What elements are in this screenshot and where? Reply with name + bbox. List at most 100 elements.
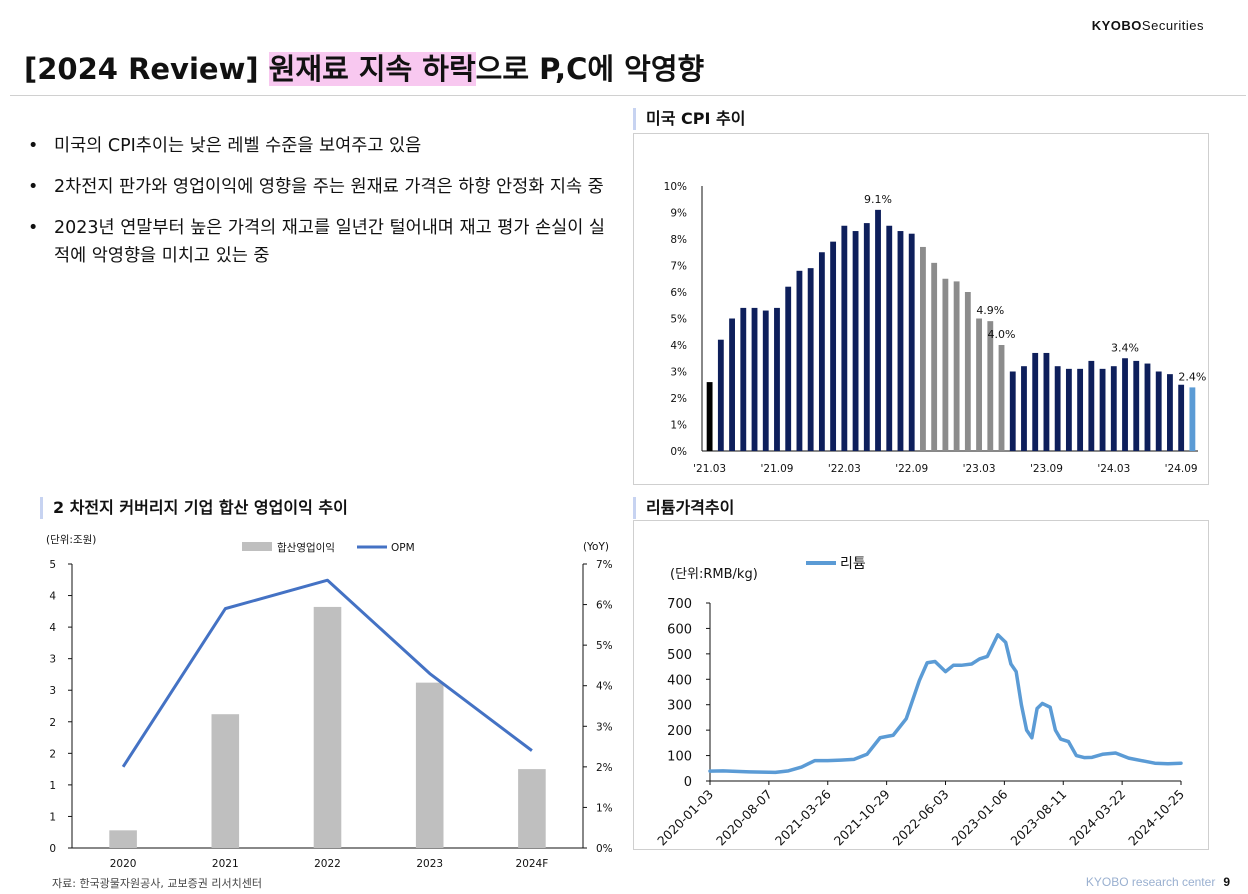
y-tick-label: 5% [670,314,687,326]
cpi-bar [964,292,971,451]
bullet-item: 2023년 연말부터 높은 가격의 재고를 일년간 털어내며 재고 평가 손실이… [26,214,606,270]
cpi-bar [908,233,915,451]
legend-label: 리튬 [840,556,866,572]
brand-logo: KYOBOSecurities [1092,18,1204,33]
cpi-bar [1133,360,1140,451]
y-tick-label: 100 [667,750,692,765]
x-tick-label: 2024F [516,858,549,870]
cpi-bar [931,262,938,451]
operating-profit-bar [211,714,240,848]
cpi-bar [875,209,881,451]
data-label: 9.1% [864,193,892,206]
cpi-bar [863,223,870,451]
cpi-bar [852,231,859,451]
cpi-bar [920,246,926,451]
right-tick-label: 5% [596,640,613,652]
data-label: 4.0% [988,328,1016,341]
brand-rest: Securities [1141,18,1204,33]
page-number: 9 [1223,875,1230,889]
cpi-bar [1043,352,1050,451]
data-label: 4.9% [976,304,1004,317]
bullet-item: 2차전지 판가와 영업이익에 영향을 주는 원재료 가격은 하향 안정화 지속 … [26,173,606,201]
right-tick-label: 1% [596,802,613,814]
cpi-bar [886,225,893,451]
cpi-bar [740,307,747,451]
brand-bold: KYOBO [1091,18,1142,33]
left-tick-label: 1 [49,780,56,792]
data-label: 2.4% [1178,370,1206,383]
cpi-bar [830,241,837,451]
x-tick-label: 2024-10-25 [1125,787,1187,849]
operating-profit-bar [109,830,137,848]
cpi-bar [729,318,735,451]
y-tick-label: 500 [667,648,692,663]
operating-profit-bar [415,682,444,848]
cpi-bar [807,268,814,451]
y-tick-label: 2% [670,393,687,405]
operating-profit-bar [518,769,546,848]
lithium-section-title: 리튬가격추이 [633,497,734,519]
x-tick-label: '22.09 [895,463,928,475]
lithium-price-line [708,633,1183,775]
x-tick-label: 2022 [314,858,341,870]
cpi-bar [841,225,848,451]
title-highlight: 원재료 지속 하락 [268,52,476,86]
y-tick-label: 4% [670,340,687,352]
right-tick-label: 3% [596,721,613,733]
right-tick-label: 4% [596,681,613,693]
x-tick-label: 2023-01-06 [949,786,1011,848]
cpi-bar [1077,368,1084,451]
cpi-bar [1099,368,1106,451]
left-unit-label: (단위:조원) [46,533,96,546]
x-tick-label: 2020 [110,858,137,870]
opm-line [121,578,533,768]
left-tick-label: 1 [49,811,56,823]
left-tick-label: 3 [49,654,56,666]
bullet-item: 미국의 CPI추이는 낮은 레벨 수준을 보여주고 있음 [26,132,606,160]
cpi-bar [1021,366,1027,451]
right-tick-label: 2% [596,762,613,774]
cpi-bar [717,339,724,451]
legend-bar-label: 합산영업이익 [277,541,335,554]
title-prefix: [2024 Review] [24,52,269,86]
legend-line-label: OPM [391,542,415,554]
left-tick-label: 5 [49,559,56,571]
y-tick-label: 6% [670,287,687,299]
footer-source: 자료: 한국광물자원공사, 교보증권 리서치센터 [52,877,262,890]
cpi-bar [976,318,982,451]
x-tick-label: 2021 [212,858,239,870]
left-tick-label: 0 [49,843,56,855]
footer: KYOBO research center 9 [1086,875,1230,889]
cpi-bar [1054,366,1061,451]
right-tick-label: 6% [596,600,613,612]
cpi-bar [1178,384,1185,451]
cpi-bar [942,278,949,451]
y-tick-label: 9% [670,208,687,220]
title-suffix: 으로 P,C에 악영향 [475,52,705,86]
cpi-bar [897,231,904,451]
lithium-chart: (단위:RMB/kg) 리튬 0 100 200 300 400 500 600 700 2020-… [654,556,1187,849]
cpi-bar [1144,363,1151,451]
x-tick-label: '24.03 [1097,463,1130,475]
x-tick-label: '21.09 [761,463,794,475]
cpi-bar [1189,387,1196,451]
cpi-chart: 0% 1% 2% 3% 4% 5% 6% 7% 8% 9% 10% '21.03 '21.09 '22.0… [664,181,1207,475]
cpi-bar [1009,371,1016,451]
y-tick-label: 300 [667,699,692,714]
operating-profit-bar [313,606,342,848]
cpi-bar [1032,352,1039,451]
page-title: [2024 Review] 원재료 지속 하락으로 P,C에 악영향 [24,46,704,88]
left-tick-label: 3 [49,685,56,697]
cpi-bar [998,345,1005,451]
battery-chart: (단위:조원) (YoY) 합산영업이익 OPM 0 1 1 2 2 3 3 4 4 5 0% 1% 2% 3% 4… [46,533,613,870]
cpi-bar [1088,360,1095,451]
left-tick-label: 4 [49,622,56,634]
bullet-list: 미국의 CPI추이는 낮은 레벨 수준을 보여주고 있음 2차전지 판가와 영업… [26,132,606,283]
x-tick-label: '24.09 [1165,463,1198,475]
footer-center: KYOBO research center [1085,875,1216,889]
x-tick-label: 2024-03-22 [1066,787,1128,849]
cpi-bar [1155,371,1162,451]
y-tick-label: 700 [667,597,692,612]
cpi-bar [1065,368,1072,451]
y-tick-label: 0 [684,775,692,790]
